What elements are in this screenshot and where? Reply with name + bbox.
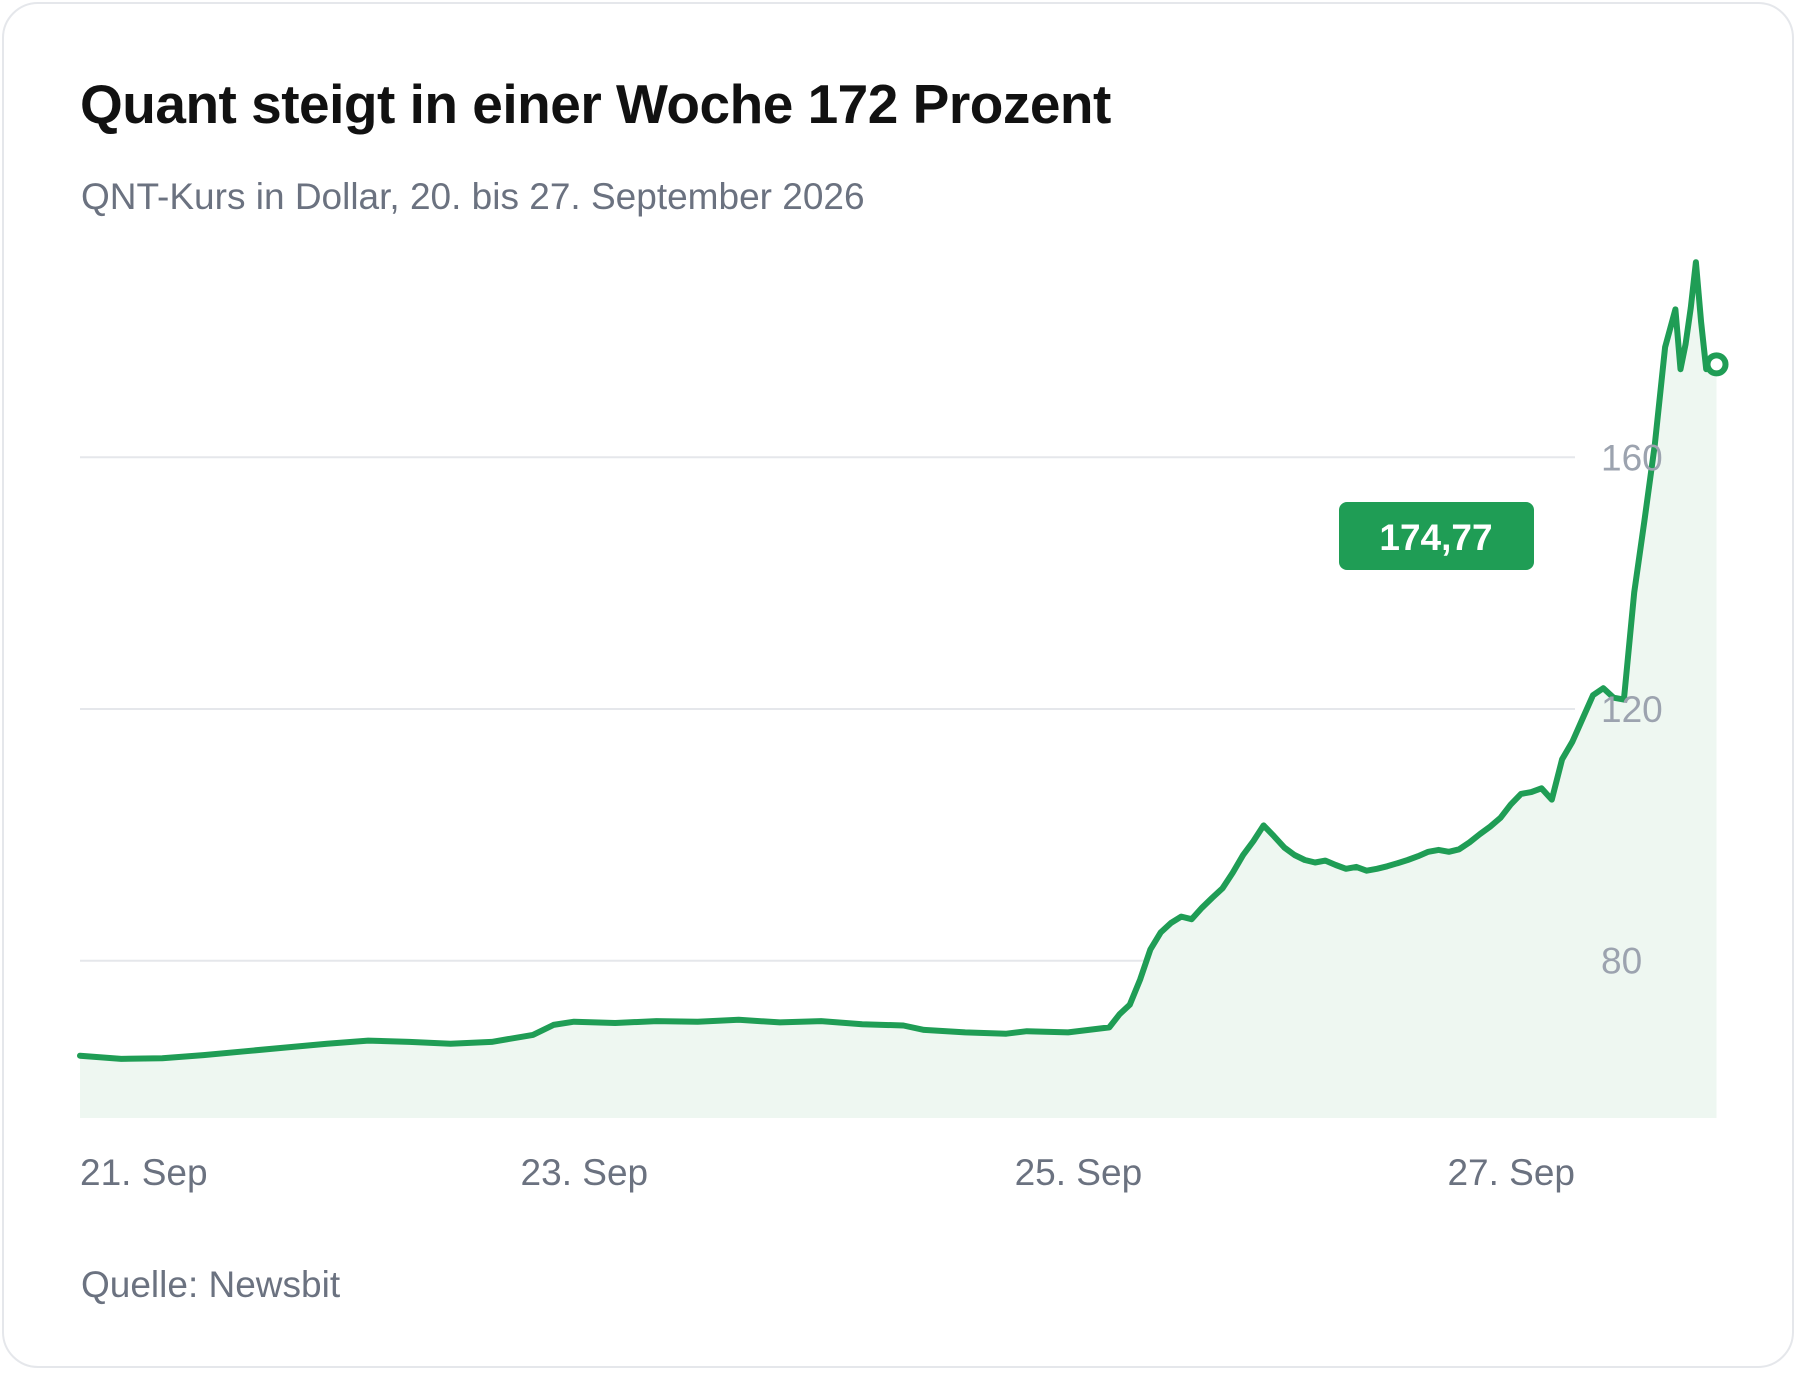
- x-tick-label: 27. Sep: [1447, 1152, 1575, 1193]
- y-tick-label: 80: [1601, 941, 1642, 982]
- price-line: [77, 259, 1720, 1062]
- y-tick-label: 160: [1601, 437, 1663, 478]
- x-tick-label: 23. Sep: [521, 1152, 649, 1193]
- source-note: Quelle: Newsbit: [81, 1264, 341, 1305]
- last-value-badge: 174,77: [1339, 502, 1534, 570]
- last-value-badge-box: [1339, 502, 1534, 570]
- x-axis-ticks: 21. Sep 23. Sep 25. Sep 27. Sep: [80, 1152, 1575, 1193]
- x-tick-label: 21. Sep: [80, 1152, 208, 1193]
- y-axis-ticks: 80 120 160: [1601, 437, 1663, 981]
- last-value-label: 174,77: [1379, 517, 1492, 558]
- last-value-marker: [1704, 352, 1729, 377]
- chart-title: Quant steigt in einer Woche 172 Prozent: [80, 73, 1111, 135]
- price-area: [80, 262, 1717, 1118]
- y-tick-label: 120: [1601, 689, 1663, 730]
- x-tick-label: 25. Sep: [1015, 1152, 1143, 1193]
- chart-subtitle: QNT-Kurs in Dollar, 20. bis 27. Septembe…: [81, 176, 865, 217]
